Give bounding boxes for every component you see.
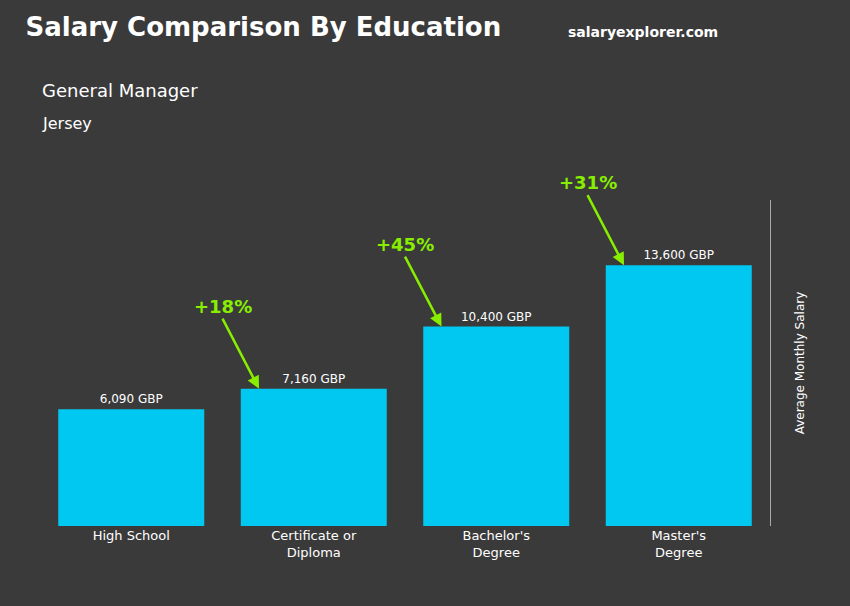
svg-text:Bachelor'sDegree: Bachelor'sDegree xyxy=(462,528,530,560)
svg-text:Master'sDegree: Master'sDegree xyxy=(651,528,706,560)
svg-text:General Manager: General Manager xyxy=(42,80,198,101)
svg-text:salaryexplorer.com: salaryexplorer.com xyxy=(568,24,718,40)
svg-text:Salary Comparison By Education: Salary Comparison By Education xyxy=(26,12,502,42)
svg-text:Certificate orDiploma: Certificate orDiploma xyxy=(271,528,357,560)
svg-text:6,090 GBP: 6,090 GBP xyxy=(100,392,163,406)
svg-text:+45%: +45% xyxy=(376,234,434,255)
svg-text:+31%: +31% xyxy=(559,172,617,193)
svg-text:Average Monthly Salary: Average Monthly Salary xyxy=(793,292,807,435)
svg-text:+18%: +18% xyxy=(194,296,252,317)
svg-text:High School: High School xyxy=(93,528,170,543)
svg-text:Jersey: Jersey xyxy=(42,114,92,133)
svg-text:13,600 GBP: 13,600 GBP xyxy=(643,248,714,262)
svg-text:7,160 GBP: 7,160 GBP xyxy=(282,372,345,386)
svg-text:10,400 GBP: 10,400 GBP xyxy=(461,310,532,324)
